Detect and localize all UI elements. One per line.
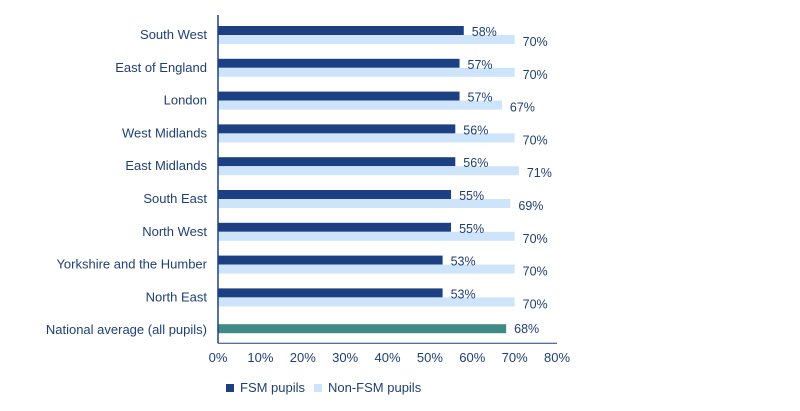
- legend-label-fsm: FSM pupils: [240, 380, 306, 395]
- data-label-fsm: 57%: [468, 58, 493, 72]
- x-tick-label: 40%: [374, 350, 400, 365]
- data-label-non-fsm: 70%: [523, 265, 548, 279]
- data-label-non-fsm: 69%: [518, 199, 543, 213]
- x-tick-label: 0%: [209, 350, 228, 365]
- bar-non-fsm: [218, 166, 519, 176]
- data-label-fsm: 58%: [472, 25, 497, 39]
- category-label: National average (all pupils): [46, 322, 207, 337]
- data-labels-group: 58% 70% 57% 70% 57% 67% 56% 70% 56% 71% 55% 69% 55% 7…: [451, 25, 552, 336]
- category-label: East of England: [115, 60, 207, 75]
- legend-label-non-fsm: Non-FSM pupils: [328, 380, 422, 395]
- data-label-fsm: 53%: [451, 287, 476, 301]
- data-label-fsm: 57%: [468, 91, 493, 105]
- bar-non-fsm: [218, 199, 511, 208]
- category-label: Yorkshire and the Humber: [56, 257, 207, 272]
- category-label: South East: [143, 191, 207, 206]
- bar-non-fsm: [218, 264, 515, 274]
- bar-non-fsm: [218, 35, 515, 44]
- category-label: North East: [146, 289, 208, 304]
- legend-swatch-non-fsm: [314, 384, 322, 392]
- bar-fsm: [218, 124, 456, 134]
- data-label-national: 68%: [514, 322, 539, 336]
- bar-non-fsm: [218, 100, 502, 110]
- data-label-fsm: 55%: [459, 222, 484, 236]
- data-label-non-fsm: 67%: [510, 101, 535, 115]
- category-label: North West: [142, 224, 207, 239]
- legend: FSM pupils Non-FSM pupils: [226, 380, 422, 395]
- bar-fsm: [218, 190, 452, 199]
- category-label: London: [164, 93, 207, 108]
- category-label: South West: [140, 27, 207, 42]
- bar-non-fsm: [218, 231, 515, 241]
- data-label-non-fsm: 70%: [523, 68, 548, 82]
- category-label: East Midlands: [125, 158, 207, 173]
- bar-fsm: [218, 91, 460, 101]
- x-tick-label: 50%: [417, 350, 443, 365]
- x-tick-label: 70%: [502, 350, 528, 365]
- category-labels-group: South West East of England London West Midl…: [46, 27, 208, 337]
- data-label-non-fsm: 70%: [523, 297, 548, 311]
- bar-non-fsm: [218, 67, 515, 77]
- x-tick-label: 80%: [544, 350, 570, 365]
- data-label-fsm: 55%: [459, 189, 484, 203]
- data-label-non-fsm: 70%: [523, 232, 548, 246]
- bar-non-fsm: [218, 297, 515, 307]
- x-axis-ticks-group: 0% 10% 20% 30% 40% 50% 60% 70% 80%: [209, 350, 571, 365]
- x-tick-label: 30%: [332, 350, 358, 365]
- data-label-non-fsm: 71%: [527, 166, 552, 180]
- bars-group: [218, 26, 519, 334]
- bar-non-fsm: [218, 133, 515, 143]
- data-label-non-fsm: 70%: [523, 35, 548, 49]
- category-label: West Midlands: [122, 125, 208, 140]
- bar-fsm: [218, 157, 456, 167]
- bar-fsm: [218, 222, 452, 232]
- data-label-fsm: 56%: [463, 156, 488, 170]
- data-label-fsm: 56%: [463, 123, 488, 137]
- bar-fsm: [218, 255, 443, 265]
- data-label-fsm: 53%: [451, 255, 476, 269]
- bar-fsm: [218, 288, 443, 298]
- x-tick-label: 60%: [459, 350, 485, 365]
- bar-national-average: [218, 324, 507, 334]
- data-label-non-fsm: 70%: [523, 133, 548, 147]
- bar-fsm: [218, 58, 460, 68]
- x-tick-label: 10%: [247, 350, 273, 365]
- bar-fsm: [218, 26, 464, 35]
- legend-swatch-fsm: [226, 384, 234, 392]
- x-tick-label: 20%: [290, 350, 316, 365]
